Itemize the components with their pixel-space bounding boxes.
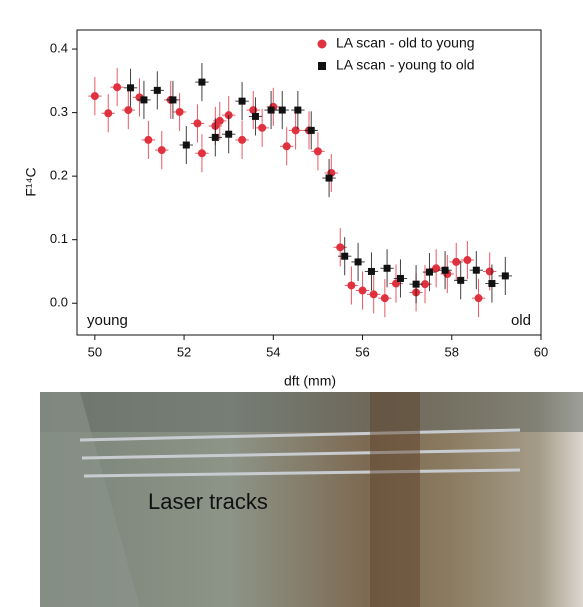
data-point	[197, 149, 206, 158]
legend-marker	[317, 39, 327, 49]
data-point	[396, 274, 404, 282]
photo: Laser tracks	[40, 392, 583, 607]
data-point	[249, 106, 258, 115]
data-point	[341, 252, 349, 260]
data-point	[501, 272, 509, 280]
y-tick-label: 0.1	[50, 231, 68, 246]
data-point	[294, 106, 302, 114]
data-point	[354, 258, 362, 266]
data-point	[432, 264, 441, 273]
data-point	[472, 266, 480, 274]
data-point	[369, 290, 378, 299]
y-tick-label: 0.2	[50, 168, 68, 183]
data-point	[291, 126, 300, 135]
data-point	[175, 107, 184, 116]
data-point	[421, 280, 429, 289]
data-point	[124, 106, 133, 115]
x-tick-label: 52	[177, 344, 191, 359]
data-point	[347, 281, 356, 290]
photo-edge	[40, 392, 140, 607]
annotation: old	[511, 312, 531, 329]
laser-track	[79, 428, 521, 442]
data-point	[457, 276, 465, 284]
data-point	[104, 109, 113, 118]
data-point	[225, 130, 233, 138]
data-point	[193, 119, 202, 128]
data-point	[198, 78, 206, 86]
data-point	[282, 142, 291, 151]
data-point	[307, 126, 315, 134]
y-tick-label: 0.3	[50, 104, 68, 119]
data-point	[452, 257, 461, 266]
data-point	[169, 96, 177, 104]
x-tick-label: 60	[534, 344, 548, 359]
legend-marker	[318, 62, 326, 70]
photo-label: Laser tracks	[148, 489, 268, 514]
data-point	[358, 286, 367, 295]
legend-label: LA scan - young to old	[336, 57, 475, 73]
data-point	[238, 135, 247, 144]
x-tick-label: 50	[88, 344, 102, 359]
data-point	[127, 84, 135, 92]
data-point	[238, 97, 246, 105]
y-axis-label: F¹⁴C	[23, 167, 39, 196]
x-axis-label: dft (mm)	[284, 373, 336, 389]
plot-frame	[76, 29, 542, 336]
data-point	[367, 267, 375, 275]
data-point	[412, 280, 420, 288]
laser-track	[83, 468, 521, 478]
data-point	[140, 96, 148, 104]
y-tick-label: 0.4	[50, 41, 68, 56]
data-point	[153, 86, 161, 94]
y-tick-label: 0.0	[50, 295, 68, 310]
data-point	[251, 112, 259, 120]
data-point	[313, 147, 322, 156]
annotation: young	[87, 312, 128, 329]
data-point	[336, 243, 345, 252]
photo-shade	[40, 392, 583, 432]
laser-track	[81, 448, 521, 460]
data-point	[425, 268, 433, 276]
photo-band	[370, 392, 420, 607]
x-tick-label: 54	[266, 344, 280, 359]
x-tick-label: 58	[445, 344, 459, 359]
data-point	[144, 135, 153, 144]
data-point	[325, 174, 333, 182]
data-point	[474, 294, 483, 303]
x-tick-label: 56	[355, 344, 369, 359]
data-point	[267, 106, 275, 114]
data-point	[463, 256, 472, 265]
data-point	[488, 280, 496, 288]
data-point	[278, 106, 286, 114]
data-point	[90, 92, 99, 101]
data-point	[441, 266, 449, 274]
data-point	[182, 141, 190, 149]
data-point	[215, 116, 224, 125]
legend-label: LA scan - old to young	[336, 35, 475, 51]
data-point	[157, 146, 166, 155]
data-point	[258, 123, 267, 132]
data-point	[485, 267, 494, 276]
data-point	[113, 83, 122, 92]
data-point	[211, 133, 219, 141]
data-point	[380, 294, 389, 303]
data-point	[383, 264, 391, 272]
